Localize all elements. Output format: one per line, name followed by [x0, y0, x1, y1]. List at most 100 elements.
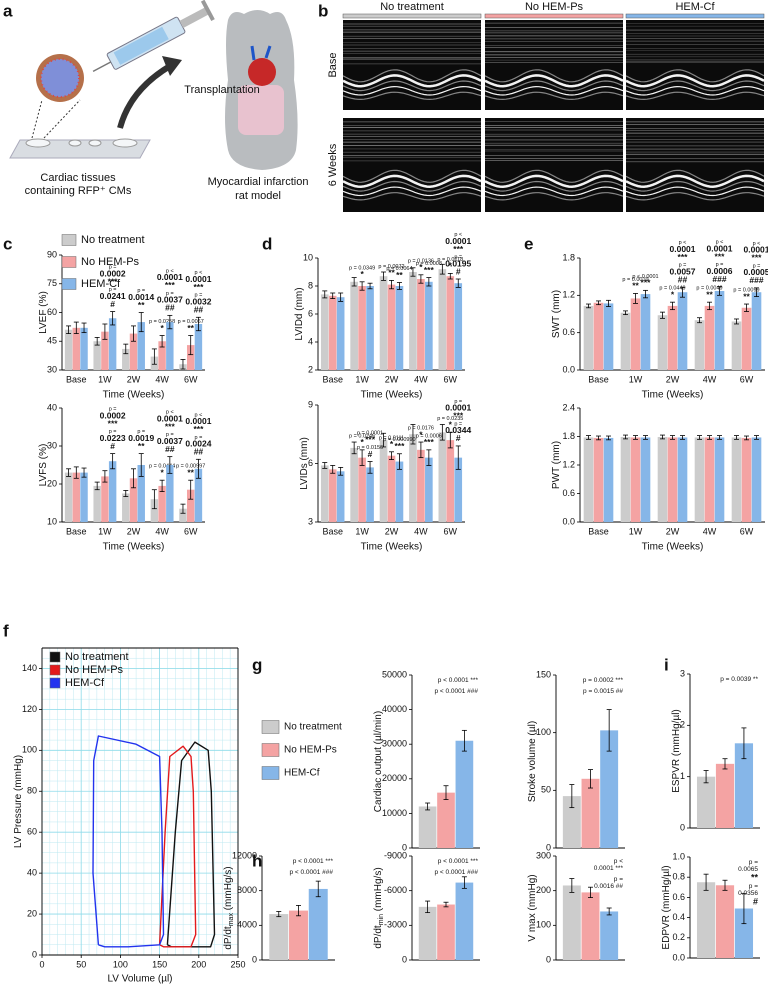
- echo-wave: [342, 69, 482, 83]
- y-tick-label: 30: [47, 364, 57, 374]
- bar: [108, 461, 117, 522]
- stat-annotation: 0.0032: [185, 297, 211, 307]
- y-axis-label: LVIDs (mm): [299, 437, 310, 490]
- bar: [395, 286, 404, 370]
- echo-image: [626, 118, 764, 212]
- bar: [64, 472, 73, 522]
- y-axis-label-text: PWT (mm): [551, 441, 562, 489]
- stat-annotation: #: [368, 449, 373, 459]
- bar: [418, 806, 437, 848]
- stat-annotation: ##: [165, 444, 175, 454]
- bar: [137, 322, 145, 370]
- x-tick-label: 50: [76, 959, 86, 969]
- echo-wave: [342, 91, 482, 101]
- panel-label: i: [664, 655, 669, 674]
- stat-annotation: p = 0.0118: [437, 257, 463, 263]
- bar: [425, 457, 433, 522]
- bar: [328, 295, 337, 370]
- stat-annotation: p =: [166, 432, 174, 438]
- bar: [186, 345, 195, 370]
- y-axis-label: PWT (mm): [551, 441, 562, 489]
- bar: [714, 437, 725, 522]
- stat-annotation: 0.0057: [670, 266, 696, 276]
- echo-wave: [342, 180, 482, 192]
- tissue-core: [41, 59, 79, 97]
- x-tick-label: Base: [588, 374, 609, 384]
- stat-annotation: p = 0.00997: [176, 464, 205, 470]
- y-tick-label: 40000: [382, 704, 407, 714]
- bar: [731, 321, 742, 370]
- bar: [320, 294, 329, 370]
- legend-swatch: [261, 766, 280, 780]
- bar: [603, 303, 614, 370]
- x-tick-label: 2W: [385, 526, 399, 536]
- row-label: Base: [327, 52, 339, 77]
- bar: [101, 331, 109, 370]
- y-axis-label: dP/dtmin (mmHg/s): [373, 867, 386, 948]
- legend-label: No HEM-Ps: [65, 664, 124, 676]
- x-tick-label: 4W: [414, 526, 428, 536]
- x-tick-label: 6W: [740, 526, 754, 536]
- bar: [379, 440, 388, 522]
- legend-swatch: [61, 278, 77, 290]
- bar: [289, 910, 308, 960]
- stat-annotation: p =: [109, 287, 117, 293]
- stat-annotation: 0.0001: [445, 403, 471, 413]
- bar: [122, 493, 130, 522]
- y-tick-label: 45: [47, 336, 57, 346]
- legend-swatch: [49, 664, 61, 676]
- bar: [129, 333, 138, 370]
- stat-annotation: p < 0.0001 ***: [438, 677, 479, 684]
- stat-annotation: p < 0.0001 ###: [434, 688, 478, 695]
- bar: [438, 269, 447, 370]
- stat-annotation: p <: [753, 241, 761, 247]
- y-tick-label: 1.2: [562, 459, 575, 469]
- y-tick-label: 20: [47, 478, 57, 488]
- y-axis-label-text: LVIDs (mm): [299, 437, 310, 490]
- stat-annotation: p = 0.0156: [357, 445, 383, 451]
- bar: [336, 471, 345, 522]
- tissue-cells: [40, 58, 80, 98]
- y-axis-label-text: Cardiac output (µl/min): [373, 711, 384, 812]
- bar: [455, 882, 474, 960]
- bar: [194, 324, 203, 370]
- echo-wave: [342, 74, 482, 88]
- y-tick-label: -9000: [384, 850, 407, 860]
- bar: [731, 437, 742, 522]
- y-tick-label: 2: [680, 720, 685, 730]
- y-tick-label: 0.6: [672, 892, 685, 902]
- bar: [366, 286, 374, 370]
- bar: [64, 329, 73, 370]
- bar: [620, 312, 631, 370]
- bar: [657, 436, 668, 522]
- x-tick-label: 200: [191, 959, 206, 969]
- legend-label: No treatment: [284, 722, 342, 733]
- x-tick-label: 150: [152, 959, 167, 969]
- stat-annotation: ###: [712, 274, 726, 284]
- y-axis-label: Stroke volume (µl): [527, 721, 538, 802]
- bar: [269, 914, 289, 960]
- stat-annotation: p = 0.0002 ***: [583, 677, 624, 684]
- echo-wave: [625, 91, 765, 101]
- legend-label: No HEM-Ps: [81, 256, 140, 268]
- stat-annotation: *: [360, 269, 364, 279]
- x-tick-label: Base: [322, 526, 343, 536]
- y-tick-label: 20: [27, 908, 37, 918]
- stat-annotation: 0.0001: [707, 243, 733, 253]
- legend-swatch: [261, 720, 280, 734]
- x-tick-label: 6W: [184, 526, 198, 536]
- group-label: No HEM-Ps: [525, 1, 584, 13]
- group-strip: [484, 13, 624, 19]
- echo-wave: [484, 186, 624, 197]
- stat-annotation: p =: [195, 435, 203, 441]
- echo-wave: [625, 85, 765, 96]
- echo-wave: [484, 80, 624, 92]
- bar: [438, 432, 447, 522]
- bar: [417, 279, 425, 370]
- y-tick-label: 8: [308, 280, 313, 290]
- y-axis-label-text: LVEF (%): [38, 291, 49, 334]
- bar: [437, 792, 455, 848]
- zoom-line: [31, 99, 43, 139]
- y-tick-label: 1.2: [562, 290, 575, 300]
- stat-annotation: ***: [453, 411, 464, 421]
